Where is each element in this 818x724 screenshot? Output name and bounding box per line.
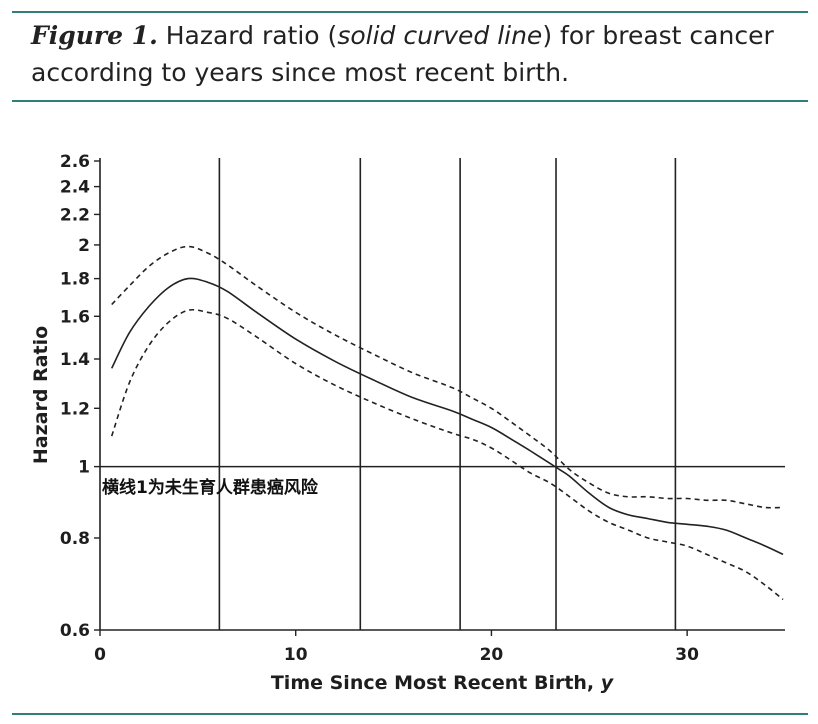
x-tick-label: 10 — [284, 645, 308, 665]
y-tick-label: 2.6 — [60, 152, 90, 172]
y-tick-label: 0.6 — [60, 621, 90, 641]
caption-text-1: Hazard ratio ( — [157, 21, 338, 50]
y-tick-label: 0.8 — [60, 529, 90, 549]
x-axis-label: Time Since Most Recent Birth, y — [271, 672, 615, 694]
y-tick-label: 1.4 — [60, 350, 90, 370]
top-rule — [12, 11, 808, 13]
vertical-lines — [218, 158, 677, 630]
y-tick-label: 1 — [78, 458, 90, 478]
y-axis-label: Hazard Ratio — [30, 326, 52, 464]
y-tick-label: 1.2 — [60, 399, 90, 419]
x-axis-label-main: Time Since Most Recent Birth, — [271, 672, 601, 694]
reference-annotation: 横线1为未生育人群患癌风险 — [102, 477, 319, 498]
x-tick-label: 0 — [94, 645, 106, 665]
y-tick-label: 2.2 — [60, 205, 90, 225]
y-tick-label: 1.6 — [60, 307, 90, 327]
caption-italic-text: solid curved line — [337, 21, 543, 50]
upper-ci-line — [111, 245, 784, 509]
x-tick-label: 30 — [675, 645, 699, 665]
lower-ci-line — [110, 308, 784, 601]
y-tick-label: 1.8 — [60, 270, 90, 290]
caption-rule — [12, 100, 808, 102]
series-group — [110, 245, 784, 601]
x-axis-label-unit: y — [601, 672, 615, 694]
hazard-ratio-line — [110, 277, 784, 556]
figure-title: Figure 1. Hazard ratio (solid curved lin… — [31, 17, 801, 91]
x-tick-label: 20 — [480, 645, 504, 665]
y-tick-label: 2 — [78, 236, 90, 256]
caption-text-2: ) for breast cancer according to years s… — [31, 21, 774, 87]
bottom-rule — [12, 713, 808, 715]
y-tick-label: 2.4 — [60, 178, 90, 198]
figure-label: Figure 1. — [31, 21, 158, 50]
axes: 0.6 0.8 1 1.2 1.4 1.6 1.8 2 2.2 2.4 2.6 0 10 20 30 — [60, 152, 785, 665]
